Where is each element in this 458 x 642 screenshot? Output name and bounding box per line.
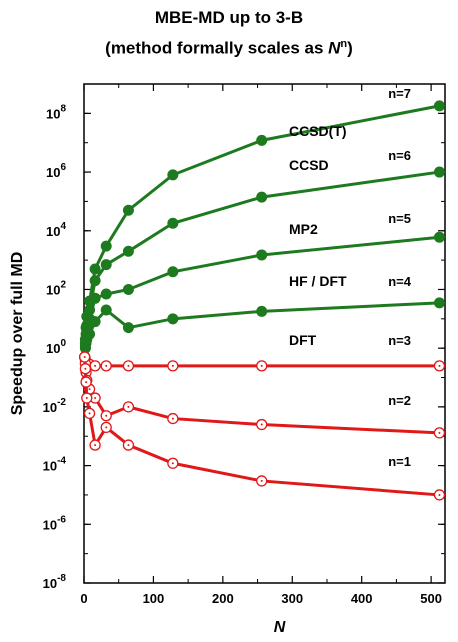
series-n-label: n=5 xyxy=(388,211,411,226)
subtitle-exponent: n xyxy=(340,38,348,50)
y-tick-label: 10-4 xyxy=(43,456,67,474)
x-tick-label: 500 xyxy=(420,591,442,606)
data-point-center xyxy=(94,364,97,367)
data-point-center xyxy=(85,397,88,400)
series-n-label: n=7 xyxy=(388,86,411,101)
data-point-center xyxy=(88,388,91,391)
data-point-center xyxy=(171,417,174,420)
series-method-label: DFT xyxy=(289,332,317,348)
data-point xyxy=(167,266,179,278)
x-tick-label: 0 xyxy=(80,591,87,606)
series-n-label: n=3 xyxy=(388,333,411,348)
data-point xyxy=(167,217,179,229)
data-point-center xyxy=(127,405,130,408)
data-point-center xyxy=(171,462,174,465)
data-point-center xyxy=(438,364,441,367)
series-n-label: n=2 xyxy=(388,393,411,408)
x-tick-label: 200 xyxy=(212,591,234,606)
data-point-center xyxy=(127,444,130,447)
subtitle-prefix: (method formally scales as xyxy=(105,38,329,58)
data-point xyxy=(84,328,96,340)
data-point xyxy=(122,283,134,295)
data-point xyxy=(433,100,445,112)
series-n-label: n=6 xyxy=(388,148,411,163)
data-point-center xyxy=(84,367,87,370)
subtitle-suffix: ) xyxy=(347,38,353,58)
data-point xyxy=(100,240,112,252)
data-point xyxy=(122,245,134,257)
y-tick-label: 100 xyxy=(46,338,66,356)
x-tick-label: 400 xyxy=(351,591,373,606)
data-point-center xyxy=(105,426,108,429)
series-method-label: HF / DFT xyxy=(289,273,347,289)
data-point xyxy=(256,305,268,317)
y-tick-label: 10-2 xyxy=(43,397,67,415)
data-point-center xyxy=(438,493,441,496)
data-point-center xyxy=(85,381,88,384)
x-axis-label: N xyxy=(274,619,286,636)
y-tick-label: 104 xyxy=(46,221,66,239)
data-point-center xyxy=(260,423,263,426)
data-point xyxy=(256,249,268,261)
data-point-center xyxy=(94,397,97,400)
data-point-center xyxy=(260,364,263,367)
series-method-label: CCSD(T) xyxy=(289,123,347,139)
data-point-center xyxy=(260,479,263,482)
data-point-center xyxy=(105,364,108,367)
data-point-center xyxy=(171,364,174,367)
series-method-label: MP2 xyxy=(289,221,318,237)
chart-title: MBE-MD up to 3-B xyxy=(154,8,304,27)
data-point xyxy=(256,191,268,203)
data-point-center xyxy=(83,356,86,359)
data-point xyxy=(100,259,112,271)
data-point xyxy=(122,204,134,216)
data-point-center xyxy=(88,412,91,415)
data-point xyxy=(100,288,112,300)
y-axis-label: Speedup over full MD xyxy=(9,252,26,416)
subtitle-variable: N xyxy=(328,38,341,58)
y-tick-label: 106 xyxy=(46,162,66,180)
data-point-center xyxy=(105,414,108,417)
data-point xyxy=(89,275,101,287)
data-point-center xyxy=(438,431,441,434)
x-tick-label: 300 xyxy=(281,591,303,606)
chart-subtitle: (method formally scales as Nn) xyxy=(0,38,458,59)
y-tick-label: 102 xyxy=(46,279,66,297)
data-point-center xyxy=(127,364,130,367)
data-point xyxy=(256,134,268,146)
series-method-label: CCSD xyxy=(289,157,329,173)
y-tick-label: 108 xyxy=(46,103,66,121)
data-point xyxy=(433,166,445,178)
y-tick-label: 10-8 xyxy=(43,573,67,591)
y-tick-label: 10-6 xyxy=(43,514,67,532)
data-point xyxy=(122,322,134,334)
data-point xyxy=(433,297,445,309)
data-point xyxy=(167,169,179,181)
data-point xyxy=(100,304,112,316)
series-n-label: n=1 xyxy=(388,454,411,469)
data-point xyxy=(167,313,179,325)
data-point xyxy=(89,292,101,304)
series-n-label: n=4 xyxy=(388,274,412,289)
data-point xyxy=(89,316,101,328)
data-point xyxy=(89,263,101,275)
data-point-center xyxy=(94,444,97,447)
data-point xyxy=(433,231,445,243)
x-tick-label: 100 xyxy=(143,591,165,606)
